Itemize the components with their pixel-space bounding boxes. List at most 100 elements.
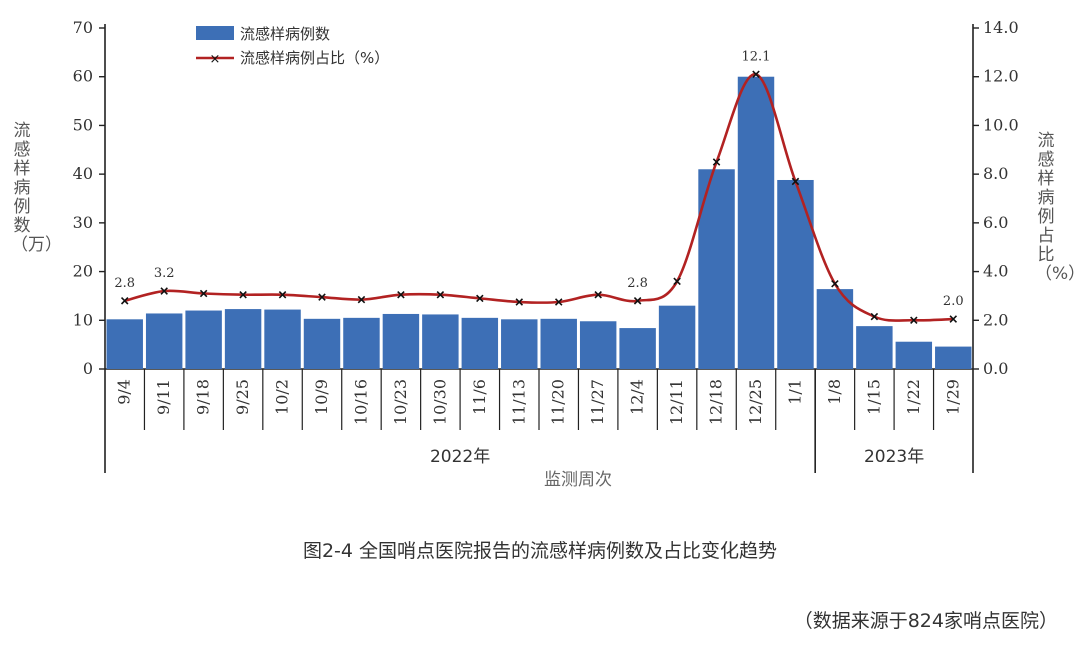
y-right-tick-label: 10.0 bbox=[983, 115, 1019, 134]
x-tick-label: 1/22 bbox=[904, 379, 923, 415]
bar bbox=[737, 76, 775, 369]
bar bbox=[935, 346, 972, 369]
line-point bbox=[239, 290, 247, 299]
data-label: 2.8 bbox=[114, 276, 135, 291]
bar bbox=[343, 317, 380, 369]
line-point bbox=[949, 315, 958, 323]
bar bbox=[382, 313, 420, 369]
x-tick-label: 1/29 bbox=[943, 379, 962, 415]
legend-bar-label: 流感样病例数 bbox=[240, 25, 330, 43]
legend-line-label: 流感样病例占比（%） bbox=[240, 49, 389, 67]
percent-line bbox=[124, 72, 954, 322]
y-right-tick-label: 0.0 bbox=[983, 359, 1008, 378]
y-left-axis-title: 流感样病例数（万） bbox=[11, 121, 62, 255]
line-point bbox=[554, 298, 563, 306]
line-point bbox=[594, 290, 602, 299]
x-tick-label: 9/25 bbox=[233, 379, 252, 415]
data-label: 3.2 bbox=[154, 266, 175, 281]
y-right-axis-title: 流感样病例占比（%） bbox=[1035, 131, 1080, 284]
legend-line-marker: × bbox=[210, 52, 221, 67]
bar bbox=[224, 309, 262, 369]
line-point bbox=[633, 297, 642, 305]
line-point bbox=[515, 298, 524, 306]
x-tick-label: 9/18 bbox=[194, 379, 213, 415]
y-left-tick-label: 60 bbox=[73, 67, 93, 86]
x-tick-label: 1/8 bbox=[825, 379, 844, 405]
line-point bbox=[357, 295, 366, 304]
line-point bbox=[712, 158, 721, 166]
line-series bbox=[120, 70, 958, 325]
bar bbox=[895, 341, 933, 369]
y-left-tick-label: 70 bbox=[73, 18, 93, 37]
x-tick-label: 9/11 bbox=[154, 379, 173, 415]
x-tick-label: 10/23 bbox=[391, 379, 410, 425]
x-tick-label: 10/2 bbox=[273, 379, 292, 415]
line-point bbox=[831, 279, 839, 288]
bar bbox=[856, 326, 893, 369]
x-tick-label: 11/20 bbox=[549, 379, 568, 425]
y-left-tick-label: 40 bbox=[73, 164, 93, 183]
line-point bbox=[278, 290, 287, 299]
x-tick-label: 9/4 bbox=[115, 379, 134, 405]
y-right-tick-label: 2.0 bbox=[983, 310, 1008, 329]
x-axis-title: 监测周次 bbox=[544, 470, 612, 490]
line-point bbox=[120, 297, 129, 305]
y-left-tick-label: 20 bbox=[73, 262, 93, 281]
bar bbox=[303, 318, 341, 369]
chart: 0 10 20 30 40 50 60 70 0.0 2.0 4.0 6.0 8.0 10.0 12.0 14… bbox=[73, 18, 1019, 490]
x-group-label: 2023年 bbox=[864, 447, 924, 467]
x-tick-label: 11/13 bbox=[509, 379, 528, 425]
x-tick-label: 10/16 bbox=[351, 379, 370, 425]
y-left-tick-label: 0 bbox=[83, 359, 93, 378]
x-groups: 2022年 2023年 bbox=[430, 369, 974, 473]
legend: 流感样病例数 × 流感样病例占比（%） bbox=[196, 25, 389, 67]
bar bbox=[816, 289, 854, 369]
bar bbox=[185, 310, 222, 369]
x-tick-label: 10/9 bbox=[312, 379, 331, 415]
y-right-tick-label: 4.0 bbox=[983, 262, 1008, 281]
line-point bbox=[673, 277, 681, 286]
y-right-tick-label: 6.0 bbox=[983, 213, 1008, 232]
data-labels: 2.8 3.2 2.8 12.1 2.0 bbox=[114, 49, 963, 309]
x-tick-label: 1/15 bbox=[864, 379, 883, 415]
bars bbox=[106, 76, 972, 369]
y-left-tick-label: 10 bbox=[73, 310, 93, 329]
x-tick-label: 11/27 bbox=[588, 379, 607, 425]
bar bbox=[658, 305, 696, 369]
line-point bbox=[910, 316, 918, 325]
x-tick-label: 12/11 bbox=[667, 379, 686, 425]
figure-caption: 图2-4 全国哨点医院报告的流感样病例数及占比变化趋势 bbox=[302, 540, 778, 562]
line-point bbox=[160, 287, 168, 295]
x-tick-labels: 9/4 9/11 9/18 9/25 10/2 10/9 10/16 10/23 10/30 11… bbox=[115, 369, 962, 430]
data-label: 12.1 bbox=[742, 49, 771, 64]
bar bbox=[501, 319, 538, 369]
x-tick-label: 10/30 bbox=[430, 379, 449, 425]
bar bbox=[540, 318, 577, 369]
bar bbox=[264, 309, 301, 369]
y-left-tick-label: 50 bbox=[73, 115, 93, 134]
x-tick-label: 12/4 bbox=[628, 379, 647, 415]
source-note: （数据来源于824家哨点医院） bbox=[793, 610, 1058, 632]
x-group-label: 2022年 bbox=[430, 447, 490, 467]
y-right-tick-label: 8.0 bbox=[983, 164, 1008, 183]
y-right-tick-label: 12.0 bbox=[983, 67, 1019, 86]
y-left-tick-label: 30 bbox=[73, 213, 93, 232]
line-point bbox=[199, 289, 208, 298]
bar bbox=[777, 179, 814, 369]
line-point bbox=[436, 290, 445, 299]
legend-bar-swatch bbox=[196, 26, 234, 40]
x-tick-label: 1/1 bbox=[785, 379, 804, 405]
data-label: 2.0 bbox=[943, 294, 964, 309]
line-point bbox=[752, 70, 760, 79]
line-point bbox=[476, 294, 484, 303]
x-tick-label: 12/18 bbox=[707, 379, 726, 425]
x-tick-label: 11/6 bbox=[470, 379, 489, 415]
bar bbox=[106, 319, 143, 369]
line-point bbox=[397, 290, 405, 299]
x-tick-label: 12/25 bbox=[746, 379, 765, 425]
line-point bbox=[318, 293, 326, 301]
line-point bbox=[791, 177, 800, 186]
y-right-tick-label: 14.0 bbox=[983, 18, 1019, 37]
bar bbox=[422, 314, 459, 369]
bar bbox=[145, 313, 183, 369]
